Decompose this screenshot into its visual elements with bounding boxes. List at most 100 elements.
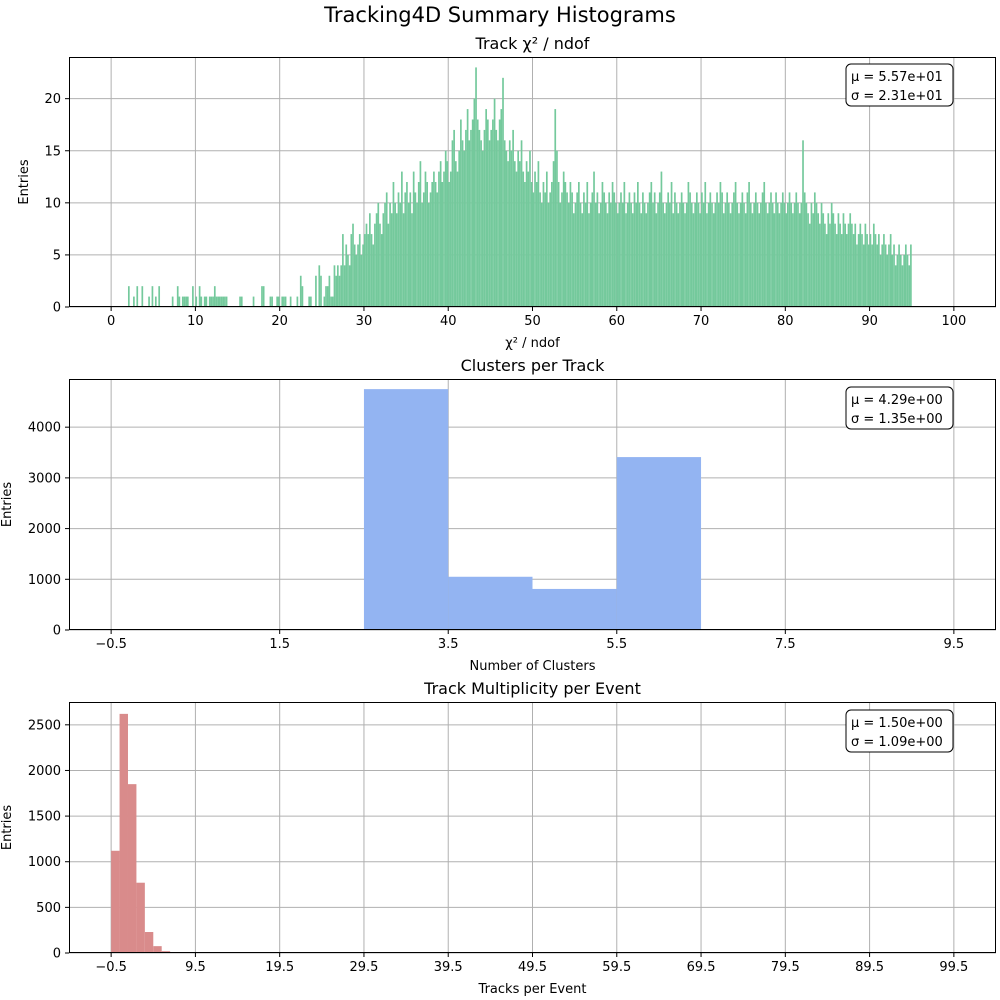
bar bbox=[352, 223, 354, 307]
bar bbox=[542, 182, 545, 307]
bar bbox=[458, 150, 461, 307]
bar bbox=[488, 140, 491, 307]
bar bbox=[574, 202, 577, 307]
bar bbox=[888, 244, 890, 307]
bar bbox=[554, 109, 557, 307]
bar bbox=[500, 109, 503, 307]
bar bbox=[674, 192, 676, 307]
bar bbox=[490, 129, 493, 307]
bar bbox=[141, 286, 144, 307]
bar bbox=[441, 182, 444, 307]
x-axis-label: χ² / ndof bbox=[505, 336, 560, 351]
bar bbox=[692, 213, 695, 307]
bar bbox=[363, 234, 366, 307]
bars bbox=[127, 67, 912, 307]
x-tick-label: 59.5 bbox=[602, 960, 631, 975]
x-tick-label: 30 bbox=[356, 314, 373, 329]
bar bbox=[444, 150, 447, 307]
bar bbox=[333, 265, 336, 307]
bar bbox=[176, 286, 179, 307]
y-tick-label: 3000 bbox=[28, 471, 61, 486]
bar bbox=[404, 192, 407, 307]
bar bbox=[771, 202, 774, 307]
bar bbox=[807, 213, 809, 307]
bar bbox=[780, 202, 782, 307]
bar bbox=[325, 286, 327, 307]
bar bbox=[416, 202, 418, 307]
y-tick-label: 500 bbox=[36, 901, 61, 916]
bar bbox=[431, 182, 434, 307]
bar bbox=[908, 265, 911, 307]
bar bbox=[547, 202, 550, 307]
bar bbox=[355, 254, 358, 307]
bar bbox=[347, 254, 349, 307]
bar bbox=[871, 244, 873, 307]
bar bbox=[706, 213, 708, 307]
plot-frame bbox=[69, 702, 996, 953]
bar bbox=[417, 182, 420, 307]
bar bbox=[851, 223, 853, 307]
bar bbox=[136, 882, 145, 953]
bar bbox=[380, 234, 383, 307]
bar bbox=[790, 202, 793, 307]
bar bbox=[628, 192, 631, 307]
bar bbox=[498, 119, 501, 307]
bar bbox=[486, 119, 489, 307]
bar bbox=[749, 202, 752, 307]
bar bbox=[640, 213, 643, 307]
bar bbox=[832, 213, 835, 307]
bar bbox=[862, 244, 865, 307]
panel-title: Track χ² / ndof bbox=[475, 34, 590, 53]
bar bbox=[743, 202, 745, 307]
bar bbox=[631, 213, 634, 307]
bar bbox=[824, 223, 826, 307]
bar bbox=[813, 192, 816, 307]
bar bbox=[281, 296, 284, 307]
bar bbox=[584, 202, 587, 307]
bar bbox=[840, 234, 843, 307]
bar bbox=[372, 244, 375, 307]
bar bbox=[867, 244, 870, 307]
y-tick-label: 20 bbox=[44, 92, 61, 107]
bar bbox=[465, 129, 467, 307]
bar bbox=[534, 171, 536, 307]
bar bbox=[318, 265, 321, 307]
x-tick-label: 90 bbox=[861, 314, 878, 329]
bar bbox=[439, 161, 442, 307]
bar bbox=[906, 254, 909, 307]
bar bbox=[733, 192, 735, 307]
bar bbox=[158, 286, 161, 307]
bar bbox=[331, 296, 334, 307]
bar bbox=[591, 192, 594, 307]
bar bbox=[581, 213, 584, 307]
x-tick-label: 100 bbox=[941, 314, 966, 329]
bar bbox=[520, 140, 523, 307]
bar bbox=[606, 213, 609, 307]
bar bbox=[596, 192, 599, 307]
bar bbox=[535, 182, 538, 307]
bar bbox=[748, 182, 750, 307]
bar bbox=[608, 192, 611, 307]
bar bbox=[635, 202, 637, 307]
bar bbox=[476, 119, 479, 307]
bar bbox=[382, 213, 385, 307]
bar bbox=[903, 254, 905, 307]
bar bbox=[119, 713, 128, 953]
bar bbox=[717, 202, 720, 307]
bar bbox=[702, 202, 705, 307]
bar bbox=[753, 202, 755, 307]
x-tick-label: 60 bbox=[608, 314, 625, 329]
bar bbox=[358, 234, 361, 307]
x-tick-label: 50 bbox=[524, 314, 541, 329]
bar bbox=[719, 182, 722, 307]
bar bbox=[217, 296, 220, 307]
bar bbox=[505, 150, 508, 307]
x-tick-label: 10 bbox=[187, 314, 204, 329]
bar bbox=[525, 161, 528, 307]
bar bbox=[239, 296, 241, 307]
bar bbox=[878, 234, 880, 307]
bar bbox=[886, 254, 889, 307]
bar bbox=[412, 171, 415, 307]
bar bbox=[284, 296, 287, 307]
bar bbox=[615, 202, 617, 307]
